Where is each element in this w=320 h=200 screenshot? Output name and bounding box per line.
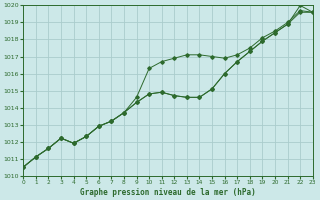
- X-axis label: Graphe pression niveau de la mer (hPa): Graphe pression niveau de la mer (hPa): [80, 188, 256, 197]
